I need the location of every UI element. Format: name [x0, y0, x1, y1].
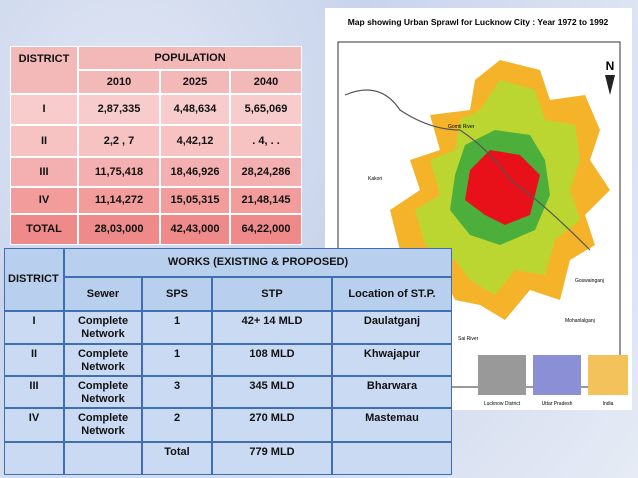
table-cell: Mastemau	[332, 408, 452, 442]
table-cell: SPS	[142, 277, 212, 311]
inset-map	[478, 355, 526, 395]
table-cell: . 4, . .	[230, 125, 302, 157]
river	[344, 89, 591, 251]
table-cell	[4, 442, 64, 475]
table-cell: I	[4, 311, 64, 344]
table-cell: 4,48,634	[160, 94, 230, 125]
inset-map	[588, 355, 628, 395]
table-cell: III	[4, 376, 64, 408]
table-cell: POPULATION	[78, 46, 302, 70]
table-cell	[64, 442, 142, 475]
place-label: Goswainganj	[575, 278, 604, 284]
north-arrow-icon	[605, 75, 615, 95]
table-cell: Complete Network	[64, 311, 142, 344]
table-cell: 345 MLD	[212, 376, 332, 408]
table-cell: WORKS (EXISTING & PROPOSED)	[64, 248, 452, 277]
table-cell: 28,03,000	[78, 214, 160, 245]
table-cell: II	[4, 344, 64, 376]
table-cell: 3	[142, 376, 212, 408]
table-cell: 2	[142, 408, 212, 442]
table-cell: IV	[10, 187, 78, 214]
table-cell: 21,48,145	[230, 187, 302, 214]
table-cell: 1	[142, 344, 212, 376]
table-cell: I	[10, 94, 78, 125]
inset-label: Uttar Pradesh	[542, 401, 573, 407]
table-cell: Sewer	[64, 277, 142, 311]
table-cell: DISTRICT	[4, 248, 64, 311]
place-label: Sai River	[458, 336, 479, 342]
table-cell: 2,2 , 7	[78, 125, 160, 157]
table-cell: IV	[4, 408, 64, 442]
table-cell: 2040	[230, 70, 302, 94]
inset-label: Lucknow District	[484, 401, 521, 407]
table-cell: TOTAL	[10, 214, 78, 245]
table-cell	[332, 442, 452, 475]
table-cell: 5,65,069	[230, 94, 302, 125]
inset-label: India	[603, 401, 614, 407]
place-label: Gomti River	[448, 124, 475, 130]
table-cell: 64,22,000	[230, 214, 302, 245]
table-cell: STP	[212, 277, 332, 311]
table-cell: 15,05,315	[160, 187, 230, 214]
table-cell: 28,24,286	[230, 157, 302, 187]
table-cell: II	[10, 125, 78, 157]
map-title: Map showing Urban Sprawl for Lucknow Cit…	[348, 17, 609, 27]
table-cell: 2025	[160, 70, 230, 94]
table-cell: Complete Network	[64, 376, 142, 408]
urban-core	[465, 150, 540, 225]
table-cell: 42+ 14 MLD	[212, 311, 332, 344]
table-cell: Total	[142, 442, 212, 475]
place-label: Kakori	[368, 176, 382, 182]
table-cell: DISTRICT	[10, 46, 78, 94]
table-cell: Complete Network	[64, 408, 142, 442]
table-cell: 779 MLD	[212, 442, 332, 475]
table-cell: 11,75,418	[78, 157, 160, 187]
inset-map	[533, 355, 581, 395]
table-cell: 2,87,335	[78, 94, 160, 125]
table-cell: 42,43,000	[160, 214, 230, 245]
place-label: Mohanlalganj	[565, 318, 595, 324]
table-cell: 1	[142, 311, 212, 344]
table-cell: 11,14,272	[78, 187, 160, 214]
north-arrow: N	[606, 59, 615, 73]
table-cell: 270 MLD	[212, 408, 332, 442]
table-cell: 108 MLD	[212, 344, 332, 376]
table-cell: Bharwara	[332, 376, 452, 408]
table-cell: 18,46,926	[160, 157, 230, 187]
table-cell: Khwajapur	[332, 344, 452, 376]
table-cell: III	[10, 157, 78, 187]
table-cell: 2010	[78, 70, 160, 94]
table-cell: Complete Network	[64, 344, 142, 376]
table-cell: 4,42,12	[160, 125, 230, 157]
table-cell: Location of ST.P.	[332, 277, 452, 311]
table-cell: Daulatganj	[332, 311, 452, 344]
